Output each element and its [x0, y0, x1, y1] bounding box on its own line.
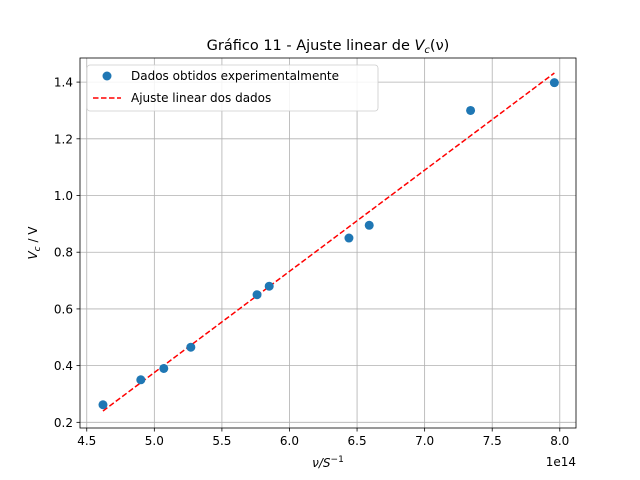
y-tick-label: 0.8: [54, 246, 73, 260]
x-axis-label-sup: −1: [331, 455, 344, 465]
y-tick-label: 0.4: [54, 359, 73, 373]
y-axis-label: Vc / V: [26, 226, 43, 260]
plot-area: [98, 72, 559, 412]
legend-marker-scatter: [102, 71, 112, 81]
x-tick-label: 4.5: [77, 434, 96, 448]
y-tick-label: 0.6: [54, 302, 73, 316]
x-axis-label: ν/S−1: [312, 455, 344, 470]
y-tick-label: 1.2: [54, 132, 73, 146]
y-tick-label: 0.2: [54, 416, 73, 430]
fit-line: [102, 72, 555, 412]
data-point: [344, 233, 354, 243]
legend-box: [86, 64, 379, 112]
data-point: [252, 290, 262, 300]
legend: Dados obtidos experimentalmente Ajuste l…: [86, 64, 379, 112]
ticks: 4.5 5.0 5.5 6.0 6.5 7.0 7.5 8.0 0.2 0.4 0.6 0.8 1.0 1…: [54, 76, 569, 448]
data-point: [466, 105, 476, 115]
y-axis-label-sub: c: [33, 246, 43, 251]
legend-label-1: Ajuste linear dos dados: [131, 91, 271, 105]
y-tick-label: 1.0: [54, 189, 73, 203]
data-point: [264, 281, 274, 291]
data-point: [364, 220, 374, 230]
x-tick-label: 5.0: [145, 434, 164, 448]
x-tick-label: 8.0: [550, 434, 569, 448]
x-tick-label: 5.5: [212, 434, 231, 448]
x-axis-label-main: ν/S: [312, 456, 331, 470]
x-tick-label: 6.5: [348, 434, 367, 448]
data-point: [136, 375, 146, 385]
title-math-suffix: (ν): [430, 38, 449, 54]
y-tick-label: 1.4: [54, 76, 73, 90]
title-prefix: Gráfico 11 - Ajuste linear de: [207, 38, 415, 54]
axes-frame: [79, 57, 577, 429]
data-point: [549, 78, 559, 88]
legend-label-0: Dados obtidos experimentalmente: [131, 69, 339, 83]
data-point: [186, 342, 196, 352]
grid: [80, 58, 576, 428]
x-offset-label: 1e14: [546, 455, 576, 469]
y-axis-label-suffix: / V: [26, 226, 40, 247]
x-tick-label: 7.0: [415, 434, 434, 448]
data-point: [159, 363, 169, 373]
chart-title: Gráfico 11 - Ajuste linear de Vc(ν): [207, 38, 450, 56]
y-axis-label-main: V: [26, 251, 40, 260]
title-math-sub: c: [424, 45, 430, 56]
x-tick-label: 7.5: [483, 434, 502, 448]
title-math: V: [415, 38, 426, 54]
data-point: [98, 400, 108, 410]
x-tick-label: 6.0: [280, 434, 299, 448]
